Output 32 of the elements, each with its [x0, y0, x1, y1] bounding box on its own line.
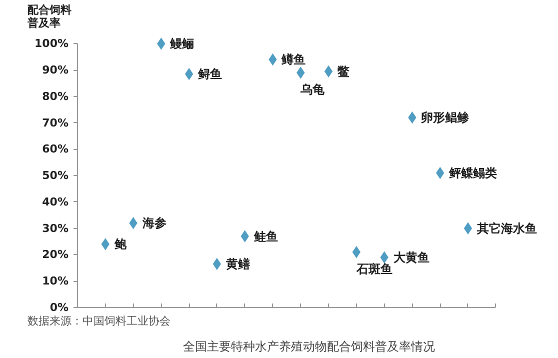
y-tick-label: 0% [50, 301, 69, 314]
y-tick-label: 90% [42, 64, 69, 77]
text: 石斑鱼 [356, 262, 392, 276]
text: 鳟鱼 [282, 52, 306, 67]
text: 鲑鱼 [254, 229, 278, 244]
y-tick-label: 60% [42, 142, 69, 156]
y-tick-label: 70% [42, 116, 69, 130]
point [463, 222, 473, 236]
text: 大黄鱼 [393, 250, 430, 264]
text: 鲟鱼 [198, 67, 222, 82]
point [212, 257, 222, 271]
point [324, 64, 334, 78]
y-tick-label: 100% [34, 37, 68, 50]
y-tick-label: 10% [42, 274, 69, 288]
text: 全国主要特种水产养殖动物配合饲料普及率情况 [183, 340, 435, 354]
y-tick-label: 80% [42, 90, 69, 103]
text: 鲍 [114, 237, 126, 252]
point [184, 67, 194, 81]
y-tick-label: 30% [42, 222, 69, 235]
y-tick-label: 20% [42, 248, 69, 262]
y-tick-label: 50% [42, 169, 69, 182]
text: 黄鳝 [226, 256, 250, 271]
text: 卵形鲳鲹 [421, 110, 470, 125]
y-tick-label: 40% [42, 195, 69, 208]
text: 鲆鲽鳎类 [449, 166, 498, 180]
text: 鳖 [338, 64, 350, 78]
source-note: 数据来源：中国饲料工业协会 [28, 314, 170, 328]
text: 其它海水鱼 [476, 221, 537, 236]
text: 海参 [142, 216, 166, 230]
text: 乌龟 [300, 82, 325, 97]
y-axis-title: 配合饲料普及率 [26, 4, 72, 30]
text: 鳗鲡 [170, 36, 194, 51]
